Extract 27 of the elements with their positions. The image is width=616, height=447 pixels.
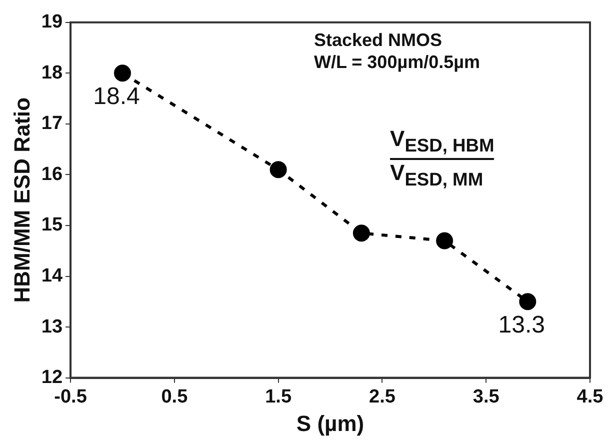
x-tick-label: 3.5 — [472, 386, 500, 408]
y-tick-label: 17 — [41, 113, 63, 134]
x-tick-label: 0.5 — [161, 386, 188, 408]
y-axis-title: HBM/MM ESD Ratio — [9, 97, 34, 303]
annotation: 13.3 — [498, 311, 546, 338]
point — [519, 293, 536, 310]
annotation: W/L = 300µm/0.5µm — [314, 52, 480, 73]
x-tick-label: 2.5 — [369, 386, 396, 408]
point — [436, 232, 454, 250]
annotation: 18.4 — [93, 82, 140, 110]
y-tick-label: 19 — [41, 12, 63, 33]
annotation: V$_{ESD, MM}$ — [390, 160, 484, 191]
point — [114, 64, 131, 82]
y-tick-label: 18 — [41, 62, 63, 84]
y-tick-label: 12 — [41, 367, 63, 388]
point — [270, 161, 287, 178]
y-tick-label: 15 — [41, 214, 63, 236]
annotation: Stacked NMOS — [314, 30, 442, 51]
y-tick-label: 13 — [41, 316, 63, 338]
y-tick-label: 16 — [41, 164, 63, 185]
x-axis-title: S (µm) — [296, 410, 364, 436]
point — [352, 224, 370, 242]
x-tick-label: -0.5 — [54, 386, 88, 408]
x-tick-label: 4.5 — [576, 386, 604, 408]
y-tick-label: 14 — [41, 265, 63, 286]
annotation: V$_{ESD, HBM}$ — [390, 126, 494, 160]
x-tick-label: 1.5 — [265, 386, 292, 408]
